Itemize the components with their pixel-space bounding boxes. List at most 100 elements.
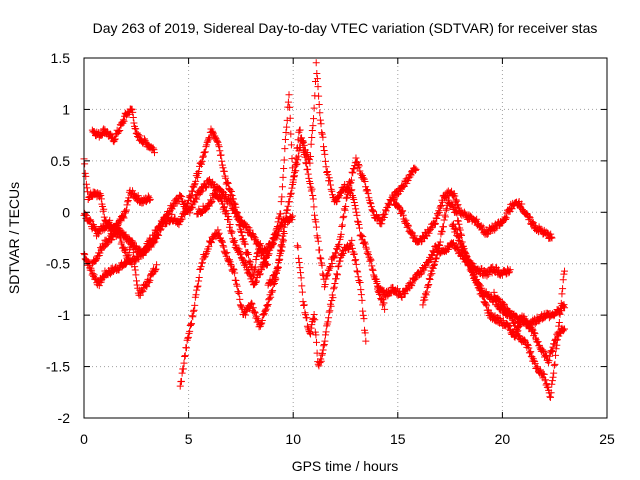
data-point	[306, 159, 314, 167]
data-point	[443, 205, 451, 213]
data-point	[559, 327, 567, 335]
data-point	[227, 201, 235, 209]
data-point	[478, 284, 486, 292]
data-point	[208, 198, 216, 206]
data-point	[257, 320, 265, 328]
data-point	[274, 263, 282, 271]
data-point	[550, 369, 558, 377]
data-point	[175, 221, 183, 229]
y-tick-label: -1	[58, 307, 71, 323]
data-point	[278, 235, 286, 243]
data-point	[118, 238, 126, 246]
data-point	[310, 311, 318, 319]
data-point	[299, 137, 307, 145]
data-point	[549, 373, 557, 381]
series-arc-11	[373, 239, 514, 301]
data-point	[275, 213, 283, 221]
data-point	[359, 311, 367, 319]
plot-frame	[83, 57, 608, 419]
data-point	[246, 271, 254, 279]
data-point	[195, 167, 203, 175]
data-point	[381, 210, 389, 218]
data-point	[207, 239, 215, 247]
data-point	[324, 270, 332, 278]
data-point	[349, 169, 357, 177]
data-point	[303, 314, 311, 322]
data-point	[348, 236, 356, 244]
data-point	[348, 168, 356, 176]
data-point	[454, 232, 462, 240]
data-point	[547, 393, 555, 401]
data-point	[229, 205, 237, 213]
data-point	[367, 203, 375, 211]
data-point	[264, 301, 272, 309]
data-point	[287, 190, 295, 198]
data-point	[280, 165, 288, 173]
data-point	[308, 185, 316, 193]
data-point	[312, 331, 320, 339]
data-point	[296, 126, 304, 134]
data-point	[296, 264, 304, 272]
data-point	[540, 347, 548, 355]
data-point	[412, 274, 420, 282]
data-point	[312, 223, 320, 231]
data-point	[452, 208, 460, 216]
data-point	[295, 254, 303, 262]
data-point	[224, 213, 232, 221]
data-point	[404, 222, 412, 230]
data-point	[251, 309, 259, 317]
data-point	[114, 228, 122, 236]
data-points	[80, 59, 569, 401]
data-point	[289, 212, 297, 220]
data-point	[276, 252, 284, 260]
data-point	[399, 207, 407, 215]
data-point	[332, 249, 340, 257]
y-tick-label: 0.5	[51, 153, 71, 169]
data-point	[195, 274, 203, 282]
data-point	[92, 256, 100, 264]
data-point	[120, 244, 128, 252]
data-point	[277, 198, 285, 206]
data-point	[534, 338, 542, 346]
data-point	[548, 347, 556, 355]
axis-ticks	[83, 57, 608, 419]
data-point	[122, 260, 130, 268]
data-point	[153, 227, 161, 235]
data-point	[122, 231, 130, 239]
data-point	[338, 223, 346, 231]
data-point	[267, 278, 275, 286]
data-point	[265, 295, 273, 303]
data-point	[553, 341, 561, 349]
data-point	[552, 351, 560, 359]
data-point	[197, 159, 205, 167]
data-point	[293, 242, 301, 250]
data-point	[228, 191, 236, 199]
data-point	[280, 223, 288, 231]
data-point	[356, 224, 363, 232]
data-point	[310, 104, 318, 112]
data-point	[255, 241, 263, 249]
data-point	[548, 347, 556, 355]
data-point	[441, 193, 449, 201]
data-point	[247, 299, 255, 307]
data-point	[479, 223, 487, 231]
data-point	[151, 149, 158, 157]
data-point	[393, 191, 401, 199]
data-point	[412, 165, 420, 173]
data-point	[188, 203, 196, 211]
data-point	[547, 233, 555, 241]
data-point	[264, 251, 272, 259]
data-point	[233, 280, 241, 288]
data-point	[254, 240, 262, 248]
data-point	[513, 313, 521, 321]
data-point	[304, 165, 312, 173]
data-point	[329, 294, 337, 302]
chart-title: Day 263 of 2019, Sidereal Day-to-day VTE…	[93, 20, 598, 36]
data-point	[280, 227, 288, 235]
data-point	[299, 138, 307, 146]
data-point	[186, 209, 194, 217]
data-point	[83, 184, 91, 192]
data-point	[306, 329, 314, 337]
data-point	[316, 359, 324, 367]
data-point	[531, 330, 539, 338]
